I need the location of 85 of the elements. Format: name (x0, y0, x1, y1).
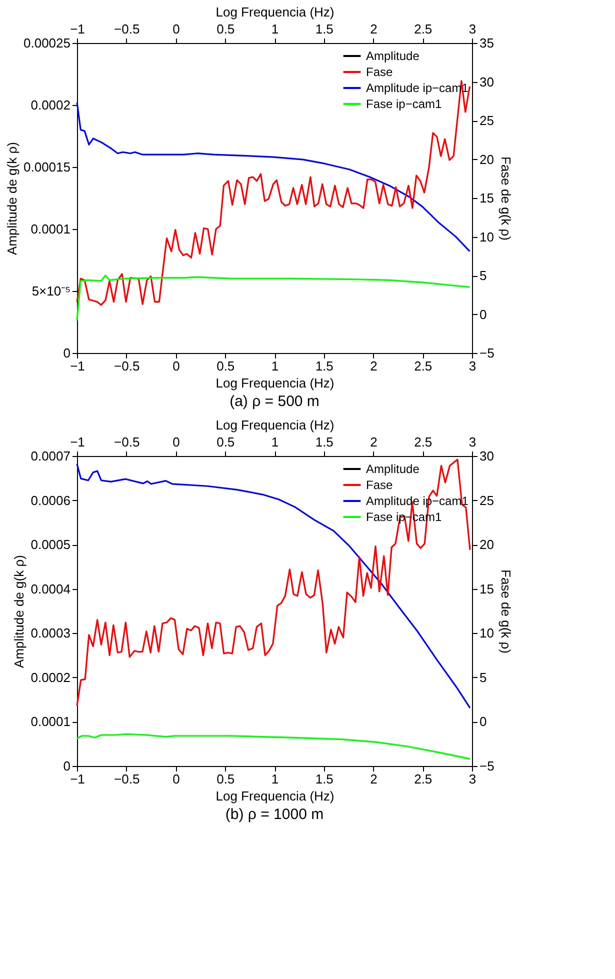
x2-tick-label: 0.5 (216, 22, 235, 36)
line-series (76, 80, 471, 306)
y2-tick-label: 5 (480, 268, 487, 283)
x2-axis-title: Log Frequencia (Hz) (216, 418, 334, 432)
x-tick-label: 3 (468, 772, 476, 786)
y-tick-label: 0 (63, 346, 70, 360)
y2-axis-title: Fase de g(k ρ) (498, 156, 514, 240)
y-tick-label: 0.0003 (30, 626, 70, 641)
x2-tick-label: 0.5 (216, 434, 235, 450)
y2-tick-label: 15 (480, 190, 494, 206)
x2-tick-label: 3 (468, 434, 476, 450)
y-tick-label: 0 (63, 758, 70, 774)
x-tick-label: 0 (172, 772, 180, 786)
y-tick-label: 0.0005 (30, 537, 70, 552)
x-tick-label: 3 (468, 358, 476, 374)
x-axis-title: Log Frequencia (Hz) (216, 376, 334, 390)
x2-tick-label: 3 (468, 22, 476, 36)
y-tick-label: 0.0001 (30, 222, 70, 236)
x2-tick-label: 1 (271, 22, 279, 36)
x-tick-label: 1 (271, 772, 279, 786)
y-tick-label: 0.00015 (24, 160, 70, 174)
legend-label: Fase ip−cam1 (366, 97, 442, 111)
line-series (76, 274, 471, 322)
legend-label: Amplitude (366, 462, 420, 476)
x2-tick-label: −0.5 (114, 434, 140, 450)
x-tick-label: −0.5 (114, 772, 140, 786)
y2-tick-label: 0 (480, 306, 487, 322)
y-axis-title: Amplitude de g(k ρ) (4, 142, 20, 255)
y-tick-label: 0.00025 (24, 36, 70, 50)
y2-tick-label: −5 (480, 758, 494, 774)
y2-tick-label: 15 (480, 581, 494, 596)
x-tick-label: 1.5 (315, 358, 334, 374)
x2-tick-label: 2.5 (414, 22, 432, 36)
x-tick-label: 1 (271, 358, 279, 374)
x-tick-label: 2.5 (414, 772, 432, 786)
y2-tick-label: 35 (480, 36, 494, 50)
y2-axis-title: Fase de g(k ρ) (498, 570, 514, 654)
y2-tick-label: 25 (480, 492, 494, 508)
y-tick-label: 0.0004 (30, 581, 70, 596)
y2-tick-label: 0 (480, 714, 487, 730)
x-tick-label: −1 (70, 358, 85, 374)
y2-tick-label: 20 (480, 537, 494, 552)
text: (b) ρ = 1000 m (225, 806, 324, 823)
x2-tick-label: −1 (70, 434, 85, 450)
y-tick-label: 0.0001 (30, 714, 70, 730)
y2-tick-label: 25 (480, 113, 494, 128)
y2-tick-label: 20 (480, 152, 494, 167)
legend-label: Fase (366, 478, 394, 492)
x-tick-label: 0.5 (216, 358, 235, 374)
x-tick-label: 2 (370, 772, 378, 786)
x-axis-title: Log Frequencia (Hz) (216, 788, 334, 804)
x-tick-label: 1.5 (315, 772, 334, 786)
x2-tick-label: 0 (172, 22, 180, 36)
text: (a) ρ = 500 m (230, 393, 320, 410)
x2-tick-label: −0.5 (114, 22, 140, 36)
y-tick-label: 0.0002 (30, 98, 70, 112)
y2-tick-label: 5 (480, 670, 487, 685)
y-axis-title: Amplitude de g(k ρ) (12, 555, 27, 668)
y2-tick-label: 30 (480, 448, 494, 464)
x-tick-label: 0 (172, 358, 180, 374)
x2-tick-label: 2 (370, 434, 378, 450)
y2-tick-label: −5 (480, 346, 494, 360)
y2-tick-label: 30 (480, 74, 494, 90)
x2-tick-label: 1 (271, 434, 279, 450)
y2-tick-label: 10 (480, 229, 494, 244)
y-tick-label: 5×10⁻⁵ (32, 284, 70, 298)
legend-label: Fase (366, 65, 394, 79)
x2-tick-label: 2.5 (414, 434, 432, 450)
line-series (76, 733, 471, 760)
x2-tick-label: 2 (370, 22, 378, 36)
legend-label: Amplitude (366, 49, 420, 63)
x2-tick-label: −1 (70, 22, 85, 36)
x2-tick-label: 1.5 (315, 434, 334, 450)
y2-tick-label: 10 (480, 626, 494, 641)
x2-tick-label: 1.5 (315, 22, 334, 36)
x2-axis-title: Log Frequencia (Hz) (216, 4, 334, 20)
x-tick-label: −0.5 (114, 358, 140, 374)
x2-tick-label: 0 (172, 434, 180, 450)
y-tick-label: 0.0002 (30, 670, 70, 685)
y-tick-label: 0.0007 (30, 448, 70, 464)
x-tick-label: 2.5 (414, 358, 432, 374)
x-tick-label: 0.5 (216, 772, 235, 786)
y-tick-label: 0.0006 (30, 492, 70, 508)
x-tick-label: −1 (70, 772, 85, 786)
x-tick-label: 2 (370, 358, 378, 374)
